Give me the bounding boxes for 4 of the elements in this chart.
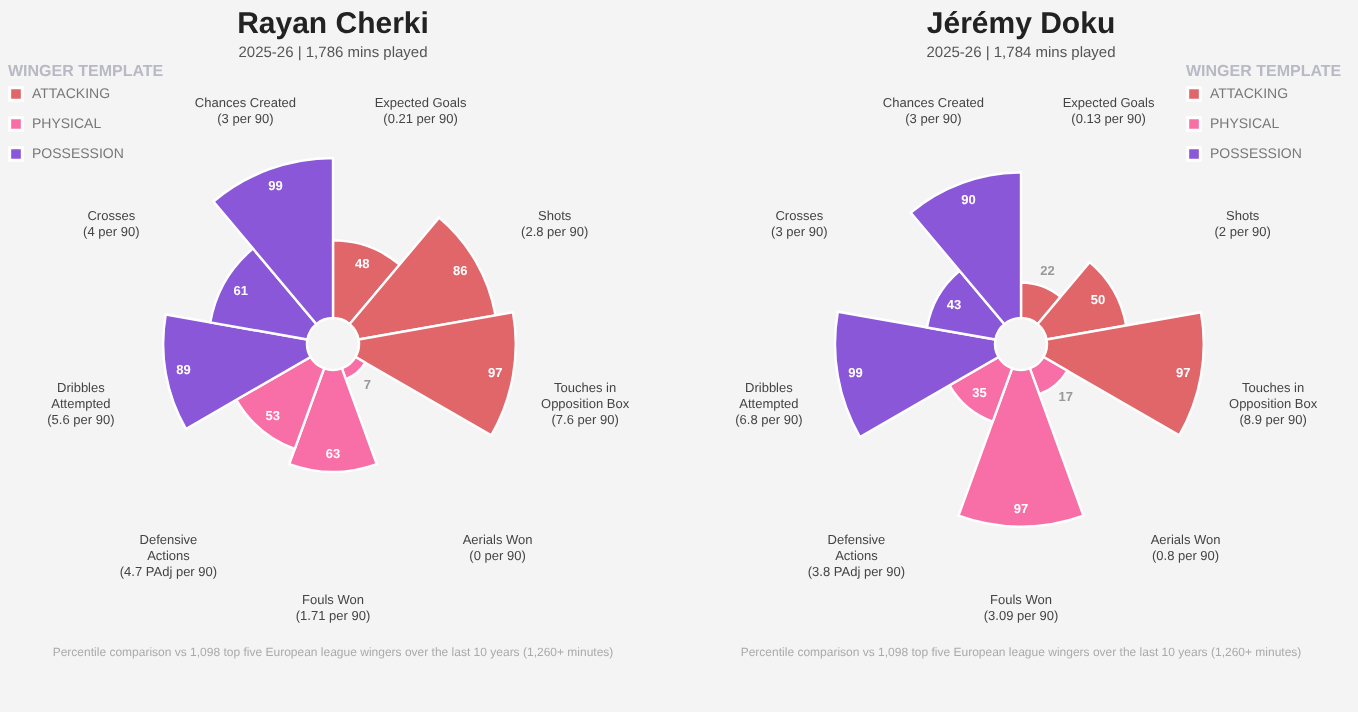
legend-title: WINGER TEMPLATE — [8, 62, 165, 80]
text: Jérémy Doku — [926, 7, 1116, 41]
text: Rayan Cherki — [237, 7, 429, 41]
legend-title: WINGER TEMPLATE — [1186, 62, 1343, 80]
